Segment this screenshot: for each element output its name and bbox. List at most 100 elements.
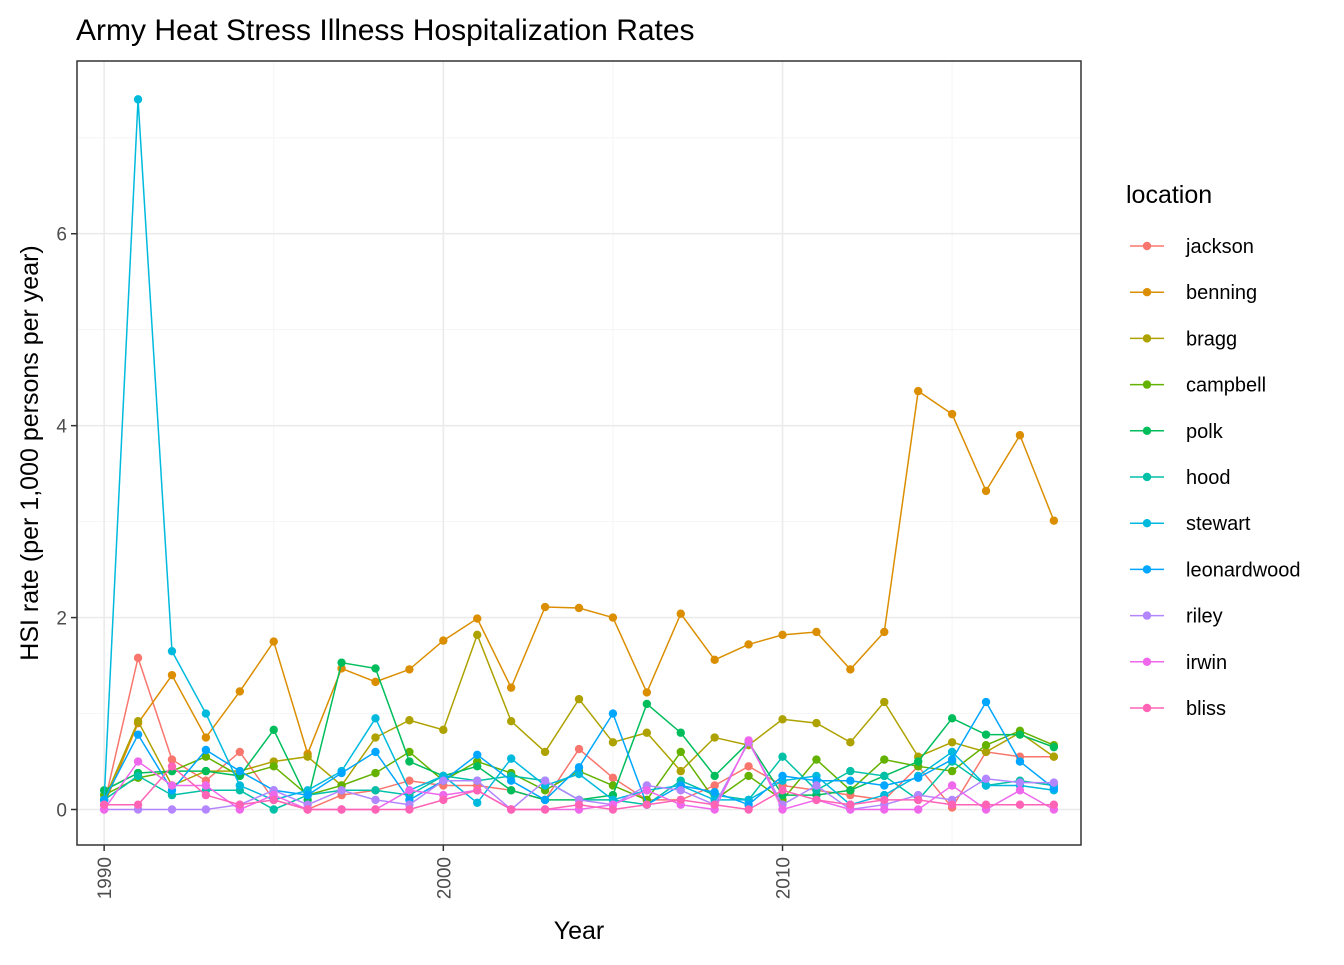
data-point-leonardwood [133,730,143,739]
data-point-bliss [642,800,652,809]
legend-key-point [1142,334,1152,343]
data-point-benning [744,640,753,649]
plot-panel [76,60,1082,846]
legend-item-jackson: jackson [1130,236,1254,258]
data-point-leonardwood [913,773,923,783]
data-point-benning [642,688,652,697]
data-point-stewart [981,781,991,790]
data-point-benning [947,409,957,419]
data-point-stewart [167,646,177,656]
data-point-irwin [880,805,889,814]
legend-label: campbell [1186,375,1266,397]
data-point-hood [133,771,143,781]
data-point-campbell [201,752,211,761]
data-point-riley [167,805,177,814]
legend-label: jackson [1185,236,1254,258]
data-point-riley [540,776,550,785]
data-point-benning [506,683,516,692]
series-leonardwood [99,697,1059,809]
data-point-bliss [506,805,516,814]
data-point-leonardwood [846,776,855,785]
data-point-bliss [99,800,109,809]
data-point-bliss [744,805,753,814]
data-point-stewart [201,709,211,718]
data-point-bliss [947,800,957,809]
data-point-campbell [947,766,957,776]
legend-title: location [1126,181,1212,209]
legend-key-point [1142,426,1152,435]
data-point-benning [913,386,923,396]
data-point-bragg [676,766,685,776]
data-point-hood [371,786,380,795]
y-axis-title: HSI rate (per 1,000 persons per year) [16,245,44,660]
data-point-bragg [371,733,380,742]
legend-label: bliss [1186,698,1226,720]
data-point-riley [1015,778,1025,787]
data-point-bliss [337,805,346,814]
data-point-bliss [1049,800,1059,809]
data-point-bliss [269,795,278,805]
legend-item-polk: polk [1130,421,1224,443]
legend-key-point [1142,472,1152,482]
data-point-riley [676,786,685,795]
data-point-hood [880,771,889,781]
data-point-irwin [133,757,143,766]
legend-key-point [1142,611,1152,620]
legend-key-point [1142,288,1152,297]
data-point-stewart [574,769,584,779]
data-point-bragg [981,747,991,757]
data-point-bragg [880,697,889,707]
data-point-polk [506,786,516,795]
series-layer [99,95,1059,814]
data-point-leonardwood [201,745,211,755]
data-point-stewart [371,714,380,723]
data-point-benning [846,665,855,674]
legend-label: irwin [1186,652,1227,674]
data-point-bragg [710,733,719,742]
data-point-bliss [880,795,889,805]
data-point-benning [1015,431,1025,440]
data-point-benning [710,655,719,664]
data-point-benning [473,614,482,623]
data-point-irwin [1015,786,1025,795]
legend-item-hood: hood [1130,467,1231,489]
data-point-irwin [744,736,753,745]
legend-label: leonardwood [1186,559,1301,581]
data-point-jackson [744,762,753,771]
data-point-benning [167,670,177,680]
data-point-benning [981,486,991,496]
legend-item-bragg: bragg [1130,328,1237,350]
data-point-hood [778,752,787,761]
legend-key-point [1142,519,1152,528]
legend-items: jackson benning bragg campbell polk hood stewa… [1130,236,1301,720]
data-point-bliss [913,795,923,805]
data-point-bragg [642,728,652,737]
data-point-bliss [405,805,414,814]
legend-key-point [1142,657,1152,666]
data-point-benning [235,687,245,696]
data-point-bragg [947,738,957,747]
legend-label: polk [1186,421,1224,443]
data-point-riley [201,805,211,814]
data-point-leonardwood [371,747,380,757]
data-point-benning [371,677,380,687]
data-point-bliss [846,800,855,809]
data-point-campbell [371,768,380,778]
data-point-polk [371,664,380,673]
data-point-campbell [744,771,753,781]
data-point-leonardwood [235,766,245,776]
legend-item-bliss: bliss [1130,698,1226,720]
data-point-stewart [235,781,245,790]
data-point-bragg [405,716,414,725]
data-point-leonardwood [574,763,584,772]
legend-label: bragg [1186,328,1237,350]
data-point-jackson [608,773,618,783]
y-tick-label: 6 [56,225,67,246]
data-point-benning [880,627,889,637]
data-point-leonardwood [880,781,889,790]
legend-item-leonardwood: leonardwood [1130,559,1301,581]
data-point-campbell [880,755,889,764]
y-tick-label: 4 [56,417,67,438]
data-point-polk [947,714,957,723]
data-point-benning [1049,516,1059,525]
